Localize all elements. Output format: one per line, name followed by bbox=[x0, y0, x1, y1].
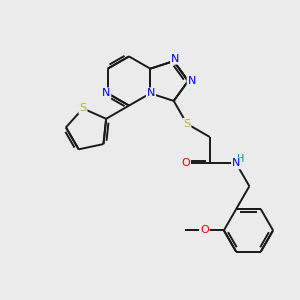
Text: N: N bbox=[232, 158, 240, 168]
Text: S: S bbox=[80, 103, 86, 113]
Text: N: N bbox=[171, 54, 179, 64]
Text: O: O bbox=[200, 225, 209, 236]
Text: H: H bbox=[237, 154, 244, 164]
Text: N: N bbox=[147, 88, 155, 98]
Text: N: N bbox=[188, 76, 196, 86]
Text: N: N bbox=[102, 88, 110, 98]
Text: O: O bbox=[182, 158, 190, 168]
Text: S: S bbox=[183, 119, 190, 129]
